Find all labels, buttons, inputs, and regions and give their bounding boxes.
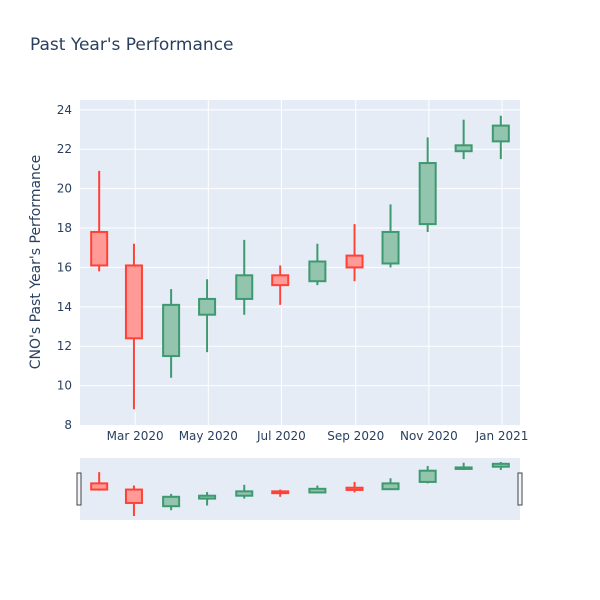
- slider-candle: [345, 481, 364, 493]
- y-tick-label: 12: [57, 339, 72, 353]
- plot-area: [80, 100, 520, 425]
- candle: [418, 137, 437, 232]
- slider-candle-body: [271, 490, 290, 495]
- candle-body: [162, 303, 181, 358]
- y-tick-label: 8: [64, 418, 72, 432]
- range-slider-right-handle[interactable]: [517, 472, 523, 506]
- slider-candle-body: [491, 462, 510, 468]
- y-tick-label: 24: [57, 103, 72, 117]
- candle-body: [308, 260, 327, 283]
- slider-candle: [124, 485, 143, 516]
- x-tick-label: Jan 2021: [475, 429, 529, 443]
- x-tick-label: Nov 2020: [400, 429, 458, 443]
- candle-body: [418, 162, 437, 226]
- slider-candle: [235, 484, 254, 499]
- candle: [235, 239, 254, 315]
- candle-body: [198, 297, 217, 316]
- candle-body: [491, 124, 510, 143]
- y-tick-label: 22: [57, 142, 72, 156]
- slider-candle-body: [198, 494, 217, 500]
- candle-body: [90, 230, 109, 267]
- candle-body: [271, 274, 290, 287]
- x-ticks: Mar 2020 May 2020 Jul 2020 Sep 2020 Nov 2020…: [107, 429, 529, 443]
- y-ticks: 8 10 12 14 16 18 20 22 24: [57, 103, 72, 432]
- candle: [454, 119, 473, 160]
- range-slider-left-handle[interactable]: [76, 472, 82, 506]
- y-tick-label: 14: [57, 300, 72, 314]
- range-slider-candles: [90, 462, 510, 516]
- x-tick-label: Jul 2020: [256, 429, 306, 443]
- y-tick-label: 20: [57, 182, 72, 196]
- slider-candle: [491, 462, 510, 470]
- candle-body: [124, 264, 143, 340]
- slider-candle-body: [235, 490, 254, 497]
- slider-candle-body: [418, 469, 437, 483]
- x-tick-label: Mar 2020: [107, 429, 164, 443]
- main-candles: [90, 115, 510, 410]
- slider-candle: [162, 493, 181, 511]
- candle: [162, 289, 181, 378]
- y-tick-label: 18: [57, 221, 72, 235]
- candle: [308, 243, 327, 286]
- slider-candle-body: [345, 486, 364, 491]
- slider-candle-body: [162, 495, 181, 508]
- y-axis-label: CNO's Past Year's Performance: [28, 155, 44, 369]
- x-tick-label: May 2020: [179, 429, 238, 443]
- slider-candle: [418, 465, 437, 484]
- candle: [491, 115, 510, 160]
- main-grid: [80, 100, 520, 425]
- candle: [124, 243, 143, 410]
- candle: [90, 170, 109, 272]
- candle: [345, 224, 364, 282]
- y-tick-label: 10: [57, 379, 72, 393]
- candle: [271, 265, 290, 305]
- x-tick-label: Sep 2020: [327, 429, 384, 443]
- candle: [198, 279, 217, 353]
- slider-candle: [308, 485, 327, 494]
- slider-candle-body: [381, 482, 400, 491]
- slider-candle: [271, 489, 290, 497]
- range-slider[interactable]: [80, 458, 520, 520]
- slider-candle: [381, 478, 400, 491]
- slider-candle: [454, 462, 473, 470]
- slider-candle: [198, 492, 217, 506]
- slider-candle-body: [124, 488, 143, 504]
- chart-title: Past Year's Performance: [30, 35, 234, 55]
- candle-body: [345, 254, 364, 269]
- slider-candle: [90, 472, 109, 491]
- candle-body: [381, 230, 400, 265]
- slider-candle-body: [454, 466, 473, 470]
- candle-body: [235, 274, 254, 300]
- slider-candle-body: [308, 487, 327, 494]
- candle: [381, 204, 400, 268]
- slider-candle-body: [90, 482, 109, 491]
- y-tick-label: 16: [57, 260, 72, 274]
- candle-body: [454, 144, 473, 153]
